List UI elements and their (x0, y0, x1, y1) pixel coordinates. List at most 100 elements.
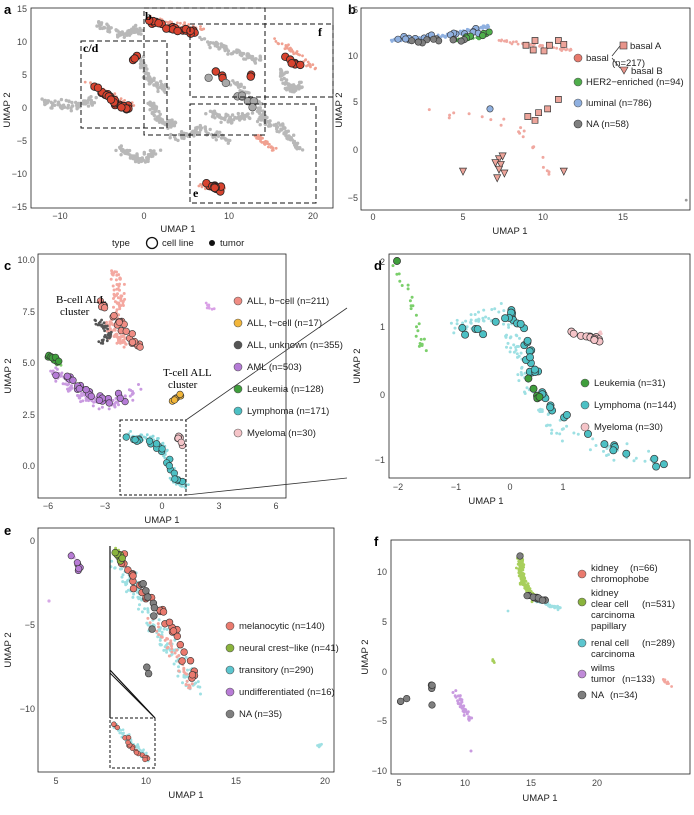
point-a-tumor-grey (204, 129, 208, 133)
point-e-melan-cell (129, 584, 138, 593)
point-a-tumor-grey (163, 83, 167, 88)
point-f-wilms (458, 697, 462, 701)
point-f-kcc (518, 566, 522, 570)
x-tick-e-3: 20 (320, 776, 330, 786)
point-c-lymph (161, 441, 165, 445)
point-a-tumor-grey (245, 90, 250, 95)
y-tick-c-2: 5.0 (22, 358, 35, 368)
legend-c-symbol-4 (233, 384, 243, 394)
point-c-allb (115, 301, 119, 305)
point-c-allu (109, 330, 113, 334)
point-a-tumor-grey (204, 112, 208, 116)
legend-f-rcc-n: (n=289) (642, 638, 675, 649)
point-d-lymph-cell (600, 440, 609, 449)
point-a-tumor-grey (40, 97, 44, 101)
point-e-melan (146, 616, 150, 620)
point-a-tumor-grey (211, 112, 215, 116)
y-tick-d-0: 2 (380, 257, 385, 267)
point-b-basal (497, 39, 501, 42)
point-a-tumor-red (176, 21, 179, 25)
point-b-luminal (467, 28, 471, 32)
point-d-lymph (507, 323, 510, 327)
point-c-allb (117, 313, 121, 317)
point-e-na-cell (143, 663, 151, 671)
point-d-lymph (550, 431, 553, 435)
point-a-tumor-grey (153, 109, 157, 114)
point-a-tumor-grey (169, 121, 174, 125)
point-a-tumor-red (199, 183, 202, 186)
legend-f-kch-n: (n=66) (630, 563, 658, 574)
cluster-label-t-1: T-cell ALL (163, 367, 212, 379)
point-e-trans (158, 638, 162, 642)
point-e-melan-small (142, 756, 148, 763)
point-c-aml-cell (87, 392, 95, 400)
legend-c-symbol-3 (233, 362, 243, 372)
point-a-tumor-grey (258, 102, 262, 106)
point-c-lymph-cell (145, 437, 154, 445)
legend-f-kcc-1: kidney (591, 588, 619, 599)
point-c-allu (105, 339, 109, 343)
x-label-b: UMAP 1 (492, 226, 527, 237)
point-c-aml (131, 390, 134, 393)
point-a-tumor-grey (229, 52, 233, 56)
point-c-aml (49, 369, 53, 373)
point-b-basal-scatter (517, 130, 521, 134)
legend-b-basalA: basal A (630, 41, 662, 52)
point-a-tumor-grey (250, 54, 255, 59)
point-c-allb-cell (128, 330, 136, 338)
point-a-tumor-grey (53, 103, 57, 108)
point-e-trans (113, 566, 117, 570)
legend-e-symbol-4 (225, 709, 235, 719)
point-a-tumor-grey (258, 123, 262, 127)
legend-c-symbol-1 (233, 318, 243, 328)
point-c-allu (103, 334, 107, 337)
point-b-basal-scatter (531, 145, 535, 149)
point-c-aml (117, 403, 120, 407)
legend-e-label-1: neural crest−like (n=41) (239, 643, 339, 654)
point-d-leuk (400, 284, 404, 287)
plot-frame-a (30, 7, 334, 209)
point-a-tumor-red (304, 58, 307, 62)
point-a-tumor-grey (172, 135, 177, 139)
point-a-tumor-grey (228, 138, 232, 143)
point-d-lymph-cell (562, 410, 571, 419)
point-a-tumor-grey (173, 121, 178, 125)
point-d-lymph (508, 350, 512, 354)
point-d-lymph-cell (491, 317, 500, 326)
point-b-her2-cell (479, 32, 487, 40)
point-d-lymph (540, 410, 544, 413)
point-a-tumor-grey (140, 64, 144, 68)
point-a-cellline (93, 83, 103, 92)
y-tick-a-1: 10 (17, 37, 27, 47)
point-a-tumor-grey (151, 78, 155, 83)
point-e-melan (167, 654, 171, 658)
y-tick-b-0: 15 (348, 5, 358, 15)
y-tick-f-1: 5 (382, 617, 387, 627)
point-d-lymph (469, 313, 473, 317)
point-e-trans (146, 608, 150, 612)
basal-b-marker (458, 167, 468, 176)
legend-e-symbol-1 (225, 643, 235, 653)
scatter-points-c (44, 269, 216, 490)
legend-tumor-label: tumor (220, 238, 244, 249)
point-e-trans (177, 665, 180, 669)
legend-f-rcc-symbol (577, 638, 587, 648)
legend-b-basal: basal (586, 53, 609, 64)
point-e-melan (166, 637, 170, 641)
basal-a-marker (522, 41, 530, 49)
y-ticks-f: 10 5 0 −5 −10 (372, 567, 387, 776)
x-tick-c-0: −6 (43, 501, 53, 511)
point-a-tumor-grey (180, 134, 184, 139)
zoom-connector-top (185, 307, 348, 421)
point-d-lymph (605, 447, 609, 450)
plot-frame-c (37, 253, 287, 499)
point-a-tumor-grey (211, 41, 215, 45)
point-d-leuk (424, 349, 428, 353)
legend-c-label-2: ALL, unknown (n=355) (247, 340, 343, 351)
point-c-aml (51, 369, 55, 373)
basal-a-marker (544, 105, 551, 113)
point-a-tumor-grey (236, 85, 241, 89)
point-d-lymph (558, 432, 562, 436)
point-f-kcc-small (492, 661, 496, 664)
point-a-tumor-grey (297, 83, 301, 88)
